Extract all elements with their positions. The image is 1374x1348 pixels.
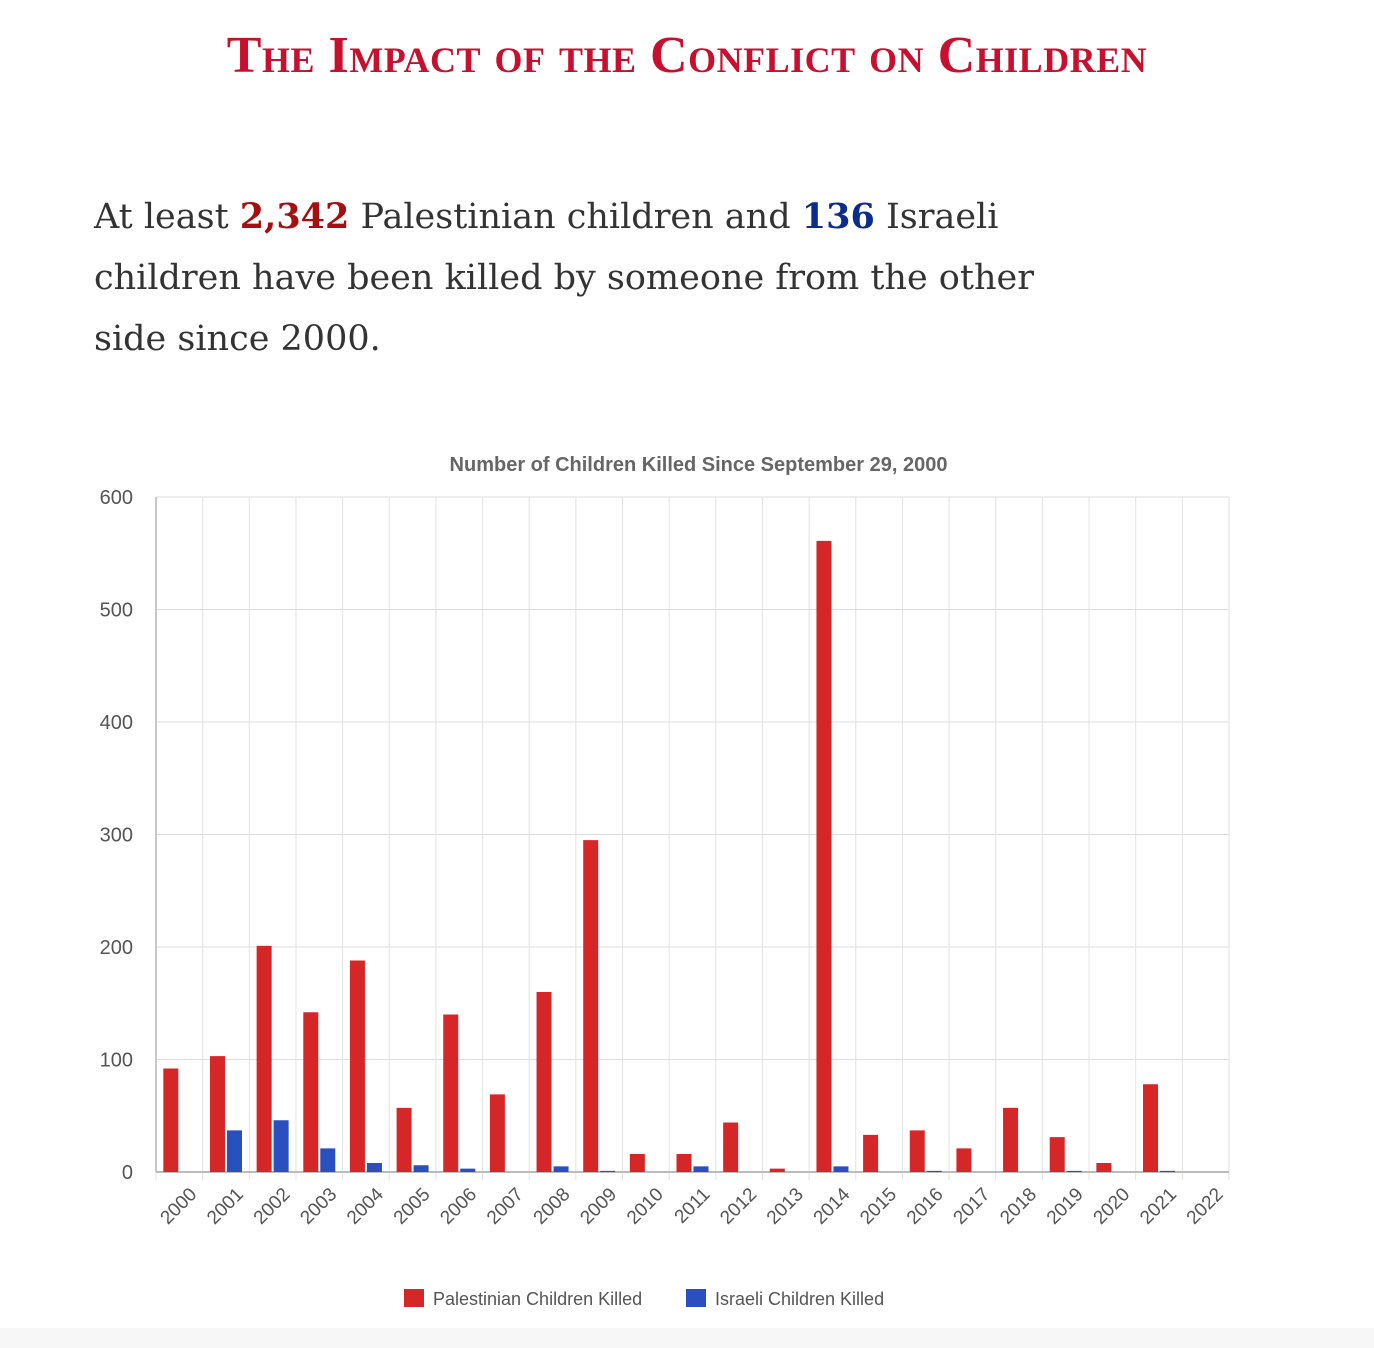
bar-palestinian: [163, 1068, 179, 1172]
x-tick-label: 2016: [903, 1184, 948, 1229]
bar-israeli: [460, 1168, 476, 1172]
bar-chart: Number of Children Killed Since Septembe…: [100, 454, 1230, 1309]
bar-palestinian: [1049, 1137, 1065, 1172]
x-tick-label: 2006: [436, 1184, 481, 1229]
bar-palestinian: [909, 1130, 925, 1172]
bar-palestinian: [443, 1014, 459, 1172]
bar-palestinian: [1143, 1084, 1159, 1172]
intro-text-3: Israeli children have been killed by som…: [94, 197, 1034, 359]
bar-palestinian: [489, 1094, 505, 1172]
bar-palestinian: [536, 992, 552, 1172]
bar-israeli: [693, 1166, 709, 1172]
y-tick-label: 400: [100, 712, 133, 734]
x-tick-label: 2017: [950, 1184, 995, 1229]
y-tick-label: 600: [100, 487, 133, 509]
y-tick-label: 0: [122, 1162, 133, 1184]
x-tick-label: 2018: [996, 1184, 1041, 1229]
x-tick-label: 2021: [1136, 1184, 1181, 1229]
bar-israeli: [833, 1166, 849, 1172]
x-tick-label: 2004: [343, 1184, 388, 1229]
y-tick-label: 300: [100, 825, 133, 847]
bar-palestinian: [1003, 1107, 1019, 1172]
bar-palestinian: [396, 1107, 412, 1172]
bar-palestinian: [349, 960, 365, 1172]
x-tick-label: 2013: [763, 1184, 808, 1229]
x-tick-label: 2002: [250, 1184, 295, 1229]
palestinian-count: 2,342: [239, 196, 350, 237]
intro-text-1: At least: [94, 197, 240, 237]
intro-text-2: Palestinian children and: [349, 197, 802, 237]
bar-palestinian: [256, 945, 272, 1172]
bar-palestinian: [583, 840, 599, 1172]
bar-palestinian: [956, 1148, 972, 1172]
x-tick-label: 2020: [1090, 1184, 1135, 1229]
footer-strip: [0, 1328, 1374, 1348]
y-tick-label: 200: [100, 937, 133, 959]
bar-israeli: [366, 1163, 382, 1172]
x-tick-label: 2000: [157, 1184, 202, 1229]
x-tick-label: 2012: [716, 1184, 761, 1229]
bar-palestinian: [723, 1122, 739, 1172]
bar-israeli: [1160, 1170, 1176, 1172]
bar-palestinian: [629, 1154, 645, 1172]
bar-palestinian: [863, 1134, 879, 1172]
bar-palestinian: [676, 1154, 692, 1172]
bar-palestinian: [769, 1168, 785, 1172]
bar-israeli: [273, 1120, 289, 1172]
y-tick-label: 500: [100, 600, 133, 622]
x-tick-label: 2003: [296, 1184, 341, 1229]
x-tick-label: 2007: [483, 1184, 528, 1229]
chart-title: Number of Children Killed Since Septembe…: [450, 454, 948, 476]
bar-israeli: [226, 1130, 242, 1172]
x-tick-label: 2022: [1183, 1184, 1228, 1229]
page-title: The Impact of the Conflict on Children: [226, 27, 1148, 84]
legend-swatch-israeli: [686, 1289, 706, 1307]
bar-israeli: [1066, 1170, 1082, 1172]
legend-swatch-palestinian: [404, 1289, 424, 1307]
x-tick-label: 2005: [390, 1184, 435, 1229]
legend-label-palestinian: Palestinian Children Killed: [433, 1289, 642, 1309]
bar-israeli: [413, 1165, 429, 1172]
x-tick-label: 2009: [576, 1184, 621, 1229]
y-tick-label: 100: [100, 1050, 133, 1072]
bar-palestinian: [303, 1012, 319, 1172]
x-tick-label: 2014: [810, 1184, 855, 1229]
bar-palestinian: [1096, 1163, 1112, 1172]
x-tick-label: 2015: [856, 1184, 901, 1229]
bar-israeli: [553, 1166, 569, 1172]
israeli-count: 136: [801, 196, 875, 237]
bar-palestinian: [816, 540, 832, 1172]
bar-israeli: [320, 1148, 336, 1172]
x-tick-label: 2010: [623, 1184, 668, 1229]
x-tick-label: 2011: [671, 1184, 715, 1228]
bar-israeli: [600, 1170, 616, 1172]
x-tick-label: 2019: [1043, 1184, 1088, 1229]
x-tick-label: 2008: [530, 1184, 575, 1229]
bar-palestinian: [209, 1056, 225, 1172]
legend-label-israeli: Israeli Children Killed: [715, 1289, 884, 1309]
bar-israeli: [926, 1170, 942, 1172]
x-tick-label: 2001: [203, 1184, 248, 1229]
intro-paragraph: At least 2,342 Palestinian children and …: [94, 186, 1094, 370]
